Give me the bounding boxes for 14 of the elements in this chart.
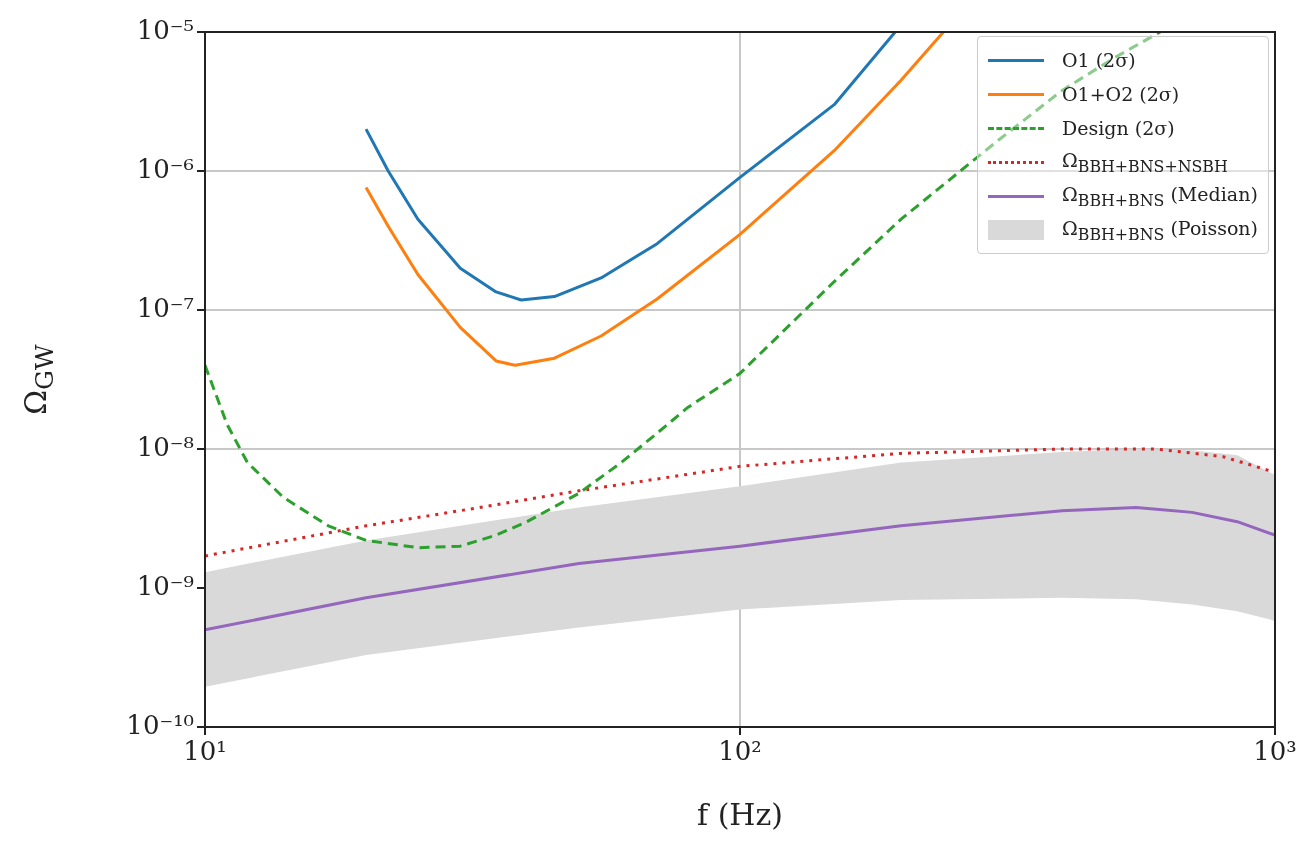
x-axis-title: f (Hz) [697,797,784,832]
y-tick-label: 10⁻⁶ [136,153,194,184]
legend-label: Design (2σ) [1062,117,1175,139]
legend-label: Ω$_{BBH+BNS}$ (Median) [1062,182,1258,210]
y-tick-label: 10⁻⁵ [136,14,194,45]
y-tick-label: 10⁻⁷ [136,292,194,323]
annotation: Ω$_{BBH+BNS}$ (Poisson) [1062,216,1258,244]
y-tick-label: 10⁻⁸ [136,431,194,462]
x-tick-label: 10³ [1253,736,1297,767]
legend-label: O1 (2σ) [1062,49,1136,71]
x-tick-label: 10² [718,736,762,767]
legend-label: Ω$_{BBH+BNS+NSBH}$ [1062,148,1228,176]
y-tick-label: 10⁻⁹ [136,570,194,601]
legend-label: O1+O2 (2σ) [1062,83,1180,105]
